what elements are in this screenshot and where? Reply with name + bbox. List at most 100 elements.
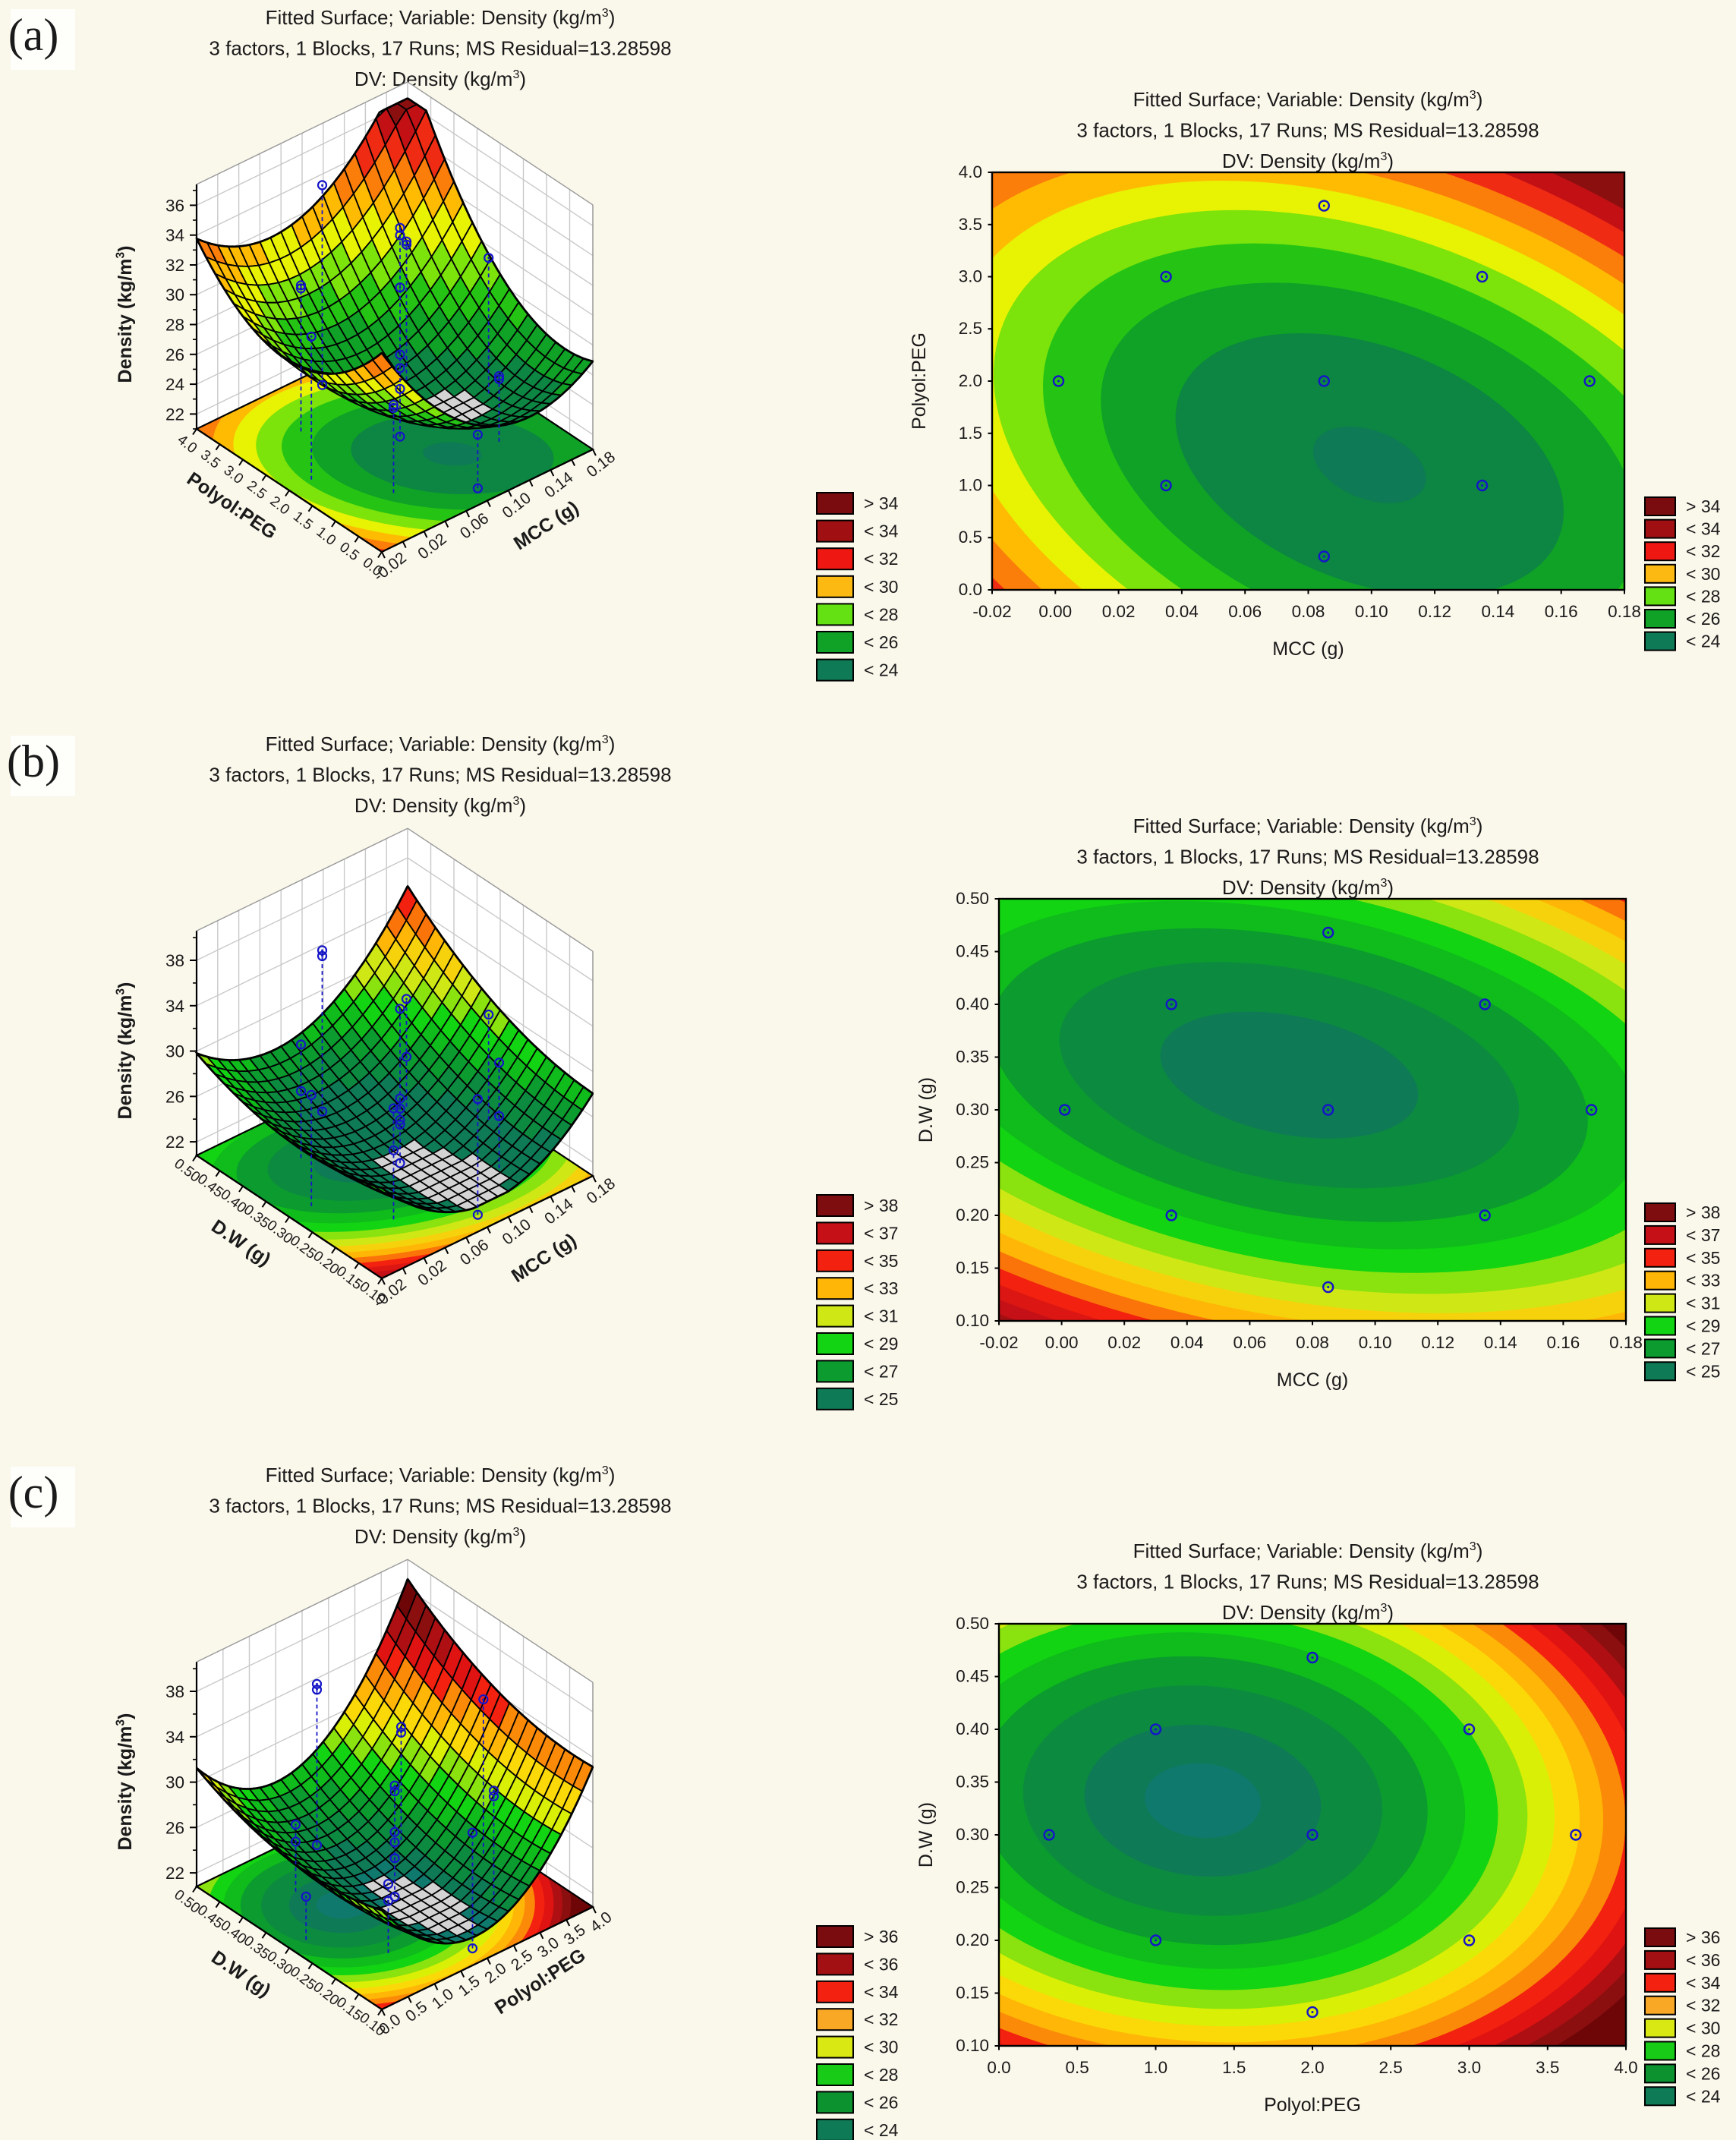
svg-text:DV: Density (kg/m3​): DV: Density (kg/m3​) (1222, 876, 1394, 899)
svg-text:0.25: 0.25 (956, 1878, 989, 1897)
svg-text:0.00: 0.00 (1038, 602, 1072, 621)
svg-text:Density (kg/m3​): Density (kg/m3​) (115, 246, 137, 383)
svg-text:0.5: 0.5 (959, 528, 982, 547)
svg-text:0.20: 0.20 (956, 1930, 989, 1949)
svg-text:Fitted Surface; Variable: Dens: Fitted Surface; Variable: Density (kg/m3… (266, 6, 616, 29)
svg-text:> 36: > 36 (1686, 1927, 1720, 1947)
svg-text:22: 22 (165, 1864, 184, 1883)
svg-text:3 factors, 1 Blocks, 17 Runs;: 3 factors, 1 Blocks, 17 Runs; MS Residua… (209, 764, 671, 786)
svg-text:2.0: 2.0 (1300, 2058, 1324, 2077)
svg-text:2.0: 2.0 (959, 371, 982, 390)
svg-text:0.30: 0.30 (956, 1100, 989, 1119)
svg-text:0.18: 0.18 (1608, 602, 1641, 621)
svg-text:34: 34 (165, 226, 184, 245)
svg-text:< 30: < 30 (864, 577, 898, 597)
svg-text:< 24: < 24 (1686, 632, 1721, 651)
svg-text:< 26: < 26 (1686, 2063, 1720, 2083)
svg-text:1.5: 1.5 (1222, 2058, 1246, 2077)
svg-text:> 38: > 38 (864, 1196, 898, 1215)
svg-text:< 34: < 34 (864, 522, 899, 541)
svg-text:DV: Density (kg/m3​): DV: Density (kg/m3​) (354, 1525, 526, 1548)
svg-text:0.04: 0.04 (1170, 1333, 1204, 1352)
svg-text:< 30: < 30 (1686, 564, 1720, 584)
svg-text:-0.02: -0.02 (979, 1333, 1018, 1352)
svg-text:0.50: 0.50 (956, 889, 989, 908)
svg-text:38: 38 (165, 951, 184, 970)
svg-text:Polyol:PEG: Polyol:PEG (1264, 2094, 1361, 2116)
svg-text:3 factors, 1 Blocks, 17 Runs;: 3 factors, 1 Blocks, 17 Runs; MS Residua… (1076, 1571, 1539, 1593)
svg-text:2.5: 2.5 (1379, 2058, 1403, 2077)
svg-text:< 37: < 37 (1686, 1225, 1720, 1245)
svg-text:< 25: < 25 (864, 1389, 898, 1409)
svg-text:D.W (g): D.W (g) (915, 1802, 937, 1867)
svg-text:Fitted Surface; Variable: Dens: Fitted Surface; Variable: Density (kg/m3… (1133, 1540, 1483, 1562)
svg-text:0.14: 0.14 (1484, 1333, 1517, 1352)
svg-text:0.10: 0.10 (1359, 1333, 1392, 1352)
svg-text:32: 32 (165, 256, 184, 275)
svg-text:0.10: 0.10 (956, 2036, 989, 2055)
svg-text:< 30: < 30 (864, 2038, 898, 2057)
svg-text:< 32: < 32 (864, 2009, 898, 2029)
svg-text:Fitted Surface; Variable: Dens: Fitted Surface; Variable: Density (kg/m3… (1133, 88, 1483, 111)
svg-text:< 35: < 35 (1686, 1248, 1720, 1268)
svg-text:Fitted Surface; Variable: Dens: Fitted Surface; Variable: Density (kg/m3… (266, 733, 616, 755)
svg-text:< 34: < 34 (864, 1982, 899, 2002)
svg-text:3.0: 3.0 (1457, 2058, 1481, 2077)
svg-text:0.5: 0.5 (1066, 2058, 1089, 2077)
svg-text:< 29: < 29 (864, 1334, 898, 1354)
svg-text:Density (kg/m3​): Density (kg/m3​) (115, 982, 137, 1120)
svg-text:0.10: 0.10 (1355, 602, 1388, 621)
svg-text:0.40: 0.40 (956, 994, 989, 1013)
svg-text:< 27: < 27 (864, 1361, 898, 1381)
svg-text:< 24: < 24 (864, 660, 899, 680)
svg-text:0.08: 0.08 (1296, 1333, 1329, 1352)
svg-text:< 28: < 28 (1686, 2041, 1720, 2061)
svg-text:0.35: 0.35 (956, 1773, 989, 1792)
svg-text:3 factors, 1 Blocks, 17 Runs;: 3 factors, 1 Blocks, 17 Runs; MS Residua… (209, 1495, 671, 1518)
svg-text:(a): (a) (8, 10, 59, 60)
svg-text:0.35: 0.35 (956, 1048, 989, 1067)
svg-text:< 30: < 30 (1686, 2019, 1720, 2038)
svg-text:34: 34 (165, 997, 184, 1016)
svg-text:< 35: < 35 (864, 1251, 898, 1271)
svg-text:> 38: > 38 (1686, 1202, 1720, 1222)
svg-text:< 25: < 25 (1686, 1361, 1720, 1381)
svg-text:< 34: < 34 (1686, 1973, 1721, 1993)
svg-text:(c): (c) (8, 1467, 59, 1518)
svg-text:> 34: > 34 (1686, 496, 1721, 516)
svg-text:< 32: < 32 (864, 549, 898, 569)
svg-text:0.25: 0.25 (956, 1153, 989, 1172)
svg-text:MCC (g): MCC (g) (1277, 1369, 1348, 1391)
svg-text:1.5: 1.5 (959, 424, 982, 443)
svg-text:DV: Density (kg/m3​): DV: Density (kg/m3​) (1222, 1601, 1394, 1624)
svg-text:0.02: 0.02 (1107, 1333, 1141, 1352)
svg-text:D.W (g): D.W (g) (915, 1077, 937, 1142)
svg-text:0.0: 0.0 (959, 580, 982, 599)
svg-text:36: 36 (165, 196, 184, 215)
svg-text:DV: Density (kg/m3​): DV: Density (kg/m3​) (354, 68, 526, 90)
svg-text:< 37: < 37 (864, 1223, 898, 1243)
svg-text:< 33: < 33 (1686, 1271, 1720, 1291)
svg-text:0.14: 0.14 (1482, 602, 1515, 621)
svg-text:-0.02: -0.02 (972, 602, 1011, 621)
svg-text:4.0: 4.0 (1614, 2058, 1637, 2077)
svg-text:< 33: < 33 (864, 1278, 898, 1298)
svg-text:< 31: < 31 (1686, 1294, 1720, 1313)
svg-text:0.02: 0.02 (1102, 602, 1136, 621)
svg-text:3 factors, 1 Blocks, 17 Runs;: 3 factors, 1 Blocks, 17 Runs; MS Residua… (1076, 119, 1539, 142)
svg-text:3 factors, 1 Blocks, 17 Runs;: 3 factors, 1 Blocks, 17 Runs; MS Residua… (1076, 846, 1539, 868)
svg-text:0.06: 0.06 (1228, 602, 1262, 621)
svg-text:< 26: < 26 (864, 2092, 898, 2112)
svg-text:0.15: 0.15 (956, 1259, 989, 1278)
svg-text:0.30: 0.30 (956, 1825, 989, 1844)
svg-text:0.15: 0.15 (956, 1984, 989, 2003)
svg-text:26: 26 (165, 1087, 184, 1106)
svg-text:0.12: 0.12 (1421, 1333, 1454, 1352)
svg-text:0.16: 0.16 (1545, 602, 1578, 621)
svg-text:4.0: 4.0 (959, 162, 982, 181)
svg-text:Fitted Surface; Variable: Dens: Fitted Surface; Variable: Density (kg/m3… (1133, 815, 1483, 837)
svg-text:< 28: < 28 (1686, 586, 1720, 606)
svg-text:< 26: < 26 (1686, 609, 1720, 629)
svg-text:0.0: 0.0 (987, 2058, 1010, 2077)
svg-text:0.40: 0.40 (956, 1719, 989, 1738)
